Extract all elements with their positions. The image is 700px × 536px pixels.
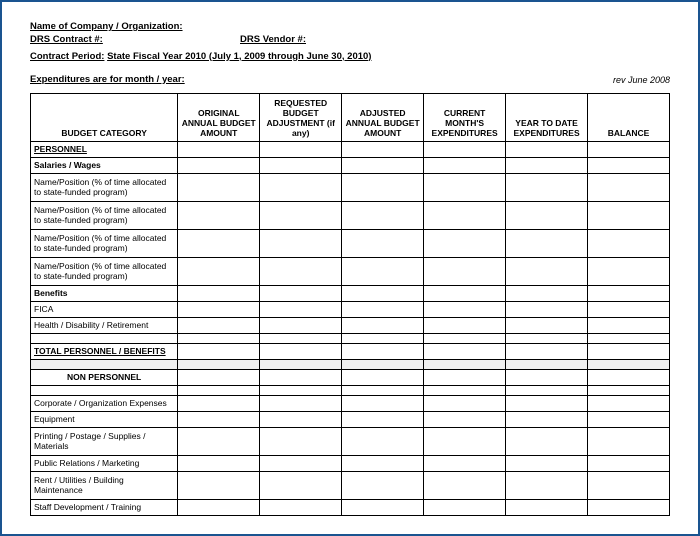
row-staff-dev: Staff Development / Training <box>31 499 670 515</box>
contract-label: DRS Contract #: <box>30 33 230 46</box>
row-health: Health / Disability / Retirement <box>31 317 670 333</box>
contract-period: Contract Period: State Fiscal Year 2010 … <box>30 51 670 62</box>
col-ytd: YEAR TO DATE EXPENDITURES <box>506 93 588 141</box>
row-blank-2 <box>31 385 670 395</box>
row-position-3: Name/Position (% of time allocated to st… <box>31 229 670 257</box>
row-total-personnel: TOTAL PERSONNEL / BENEFITS <box>31 343 670 359</box>
col-original: ORIGINAL ANNUAL BUDGET AMOUNT <box>178 93 260 141</box>
col-adjusted: ADJUSTED ANNUAL BUDGET AMOUNT <box>342 93 424 141</box>
row-fica: FICA <box>31 301 670 317</box>
row-position-1: Name/Position (% of time allocated to st… <box>31 173 670 201</box>
revision-note: rev June 2008 <box>613 75 670 85</box>
row-benefits: Benefits <box>31 285 670 301</box>
row-position-4: Name/Position (% of time allocated to st… <box>31 257 670 285</box>
row-public-relations: Public Relations / Marketing <box>31 455 670 471</box>
row-corporate: Corporate / Organization Expenses <box>31 395 670 411</box>
vendor-label: DRS Vendor #: <box>240 33 306 46</box>
budget-table: BUDGET CATEGORY ORIGINAL ANNUAL BUDGET A… <box>30 93 670 516</box>
row-printing: Printing / Postage / Supplies / Material… <box>31 427 670 455</box>
col-requested: REQUESTED BUDGET ADJUSTMENT (if any) <box>260 93 342 141</box>
row-position-2: Name/Position (% of time allocated to st… <box>31 201 670 229</box>
header-block: Name of Company / Organization: DRS Cont… <box>30 20 670 85</box>
section-nonpersonnel: NON PERSONNEL <box>31 369 670 385</box>
col-current: CURRENT MONTH'S EXPENDITURES <box>424 93 506 141</box>
header-row: BUDGET CATEGORY ORIGINAL ANNUAL BUDGET A… <box>31 93 670 141</box>
section-personnel: PERSONNEL <box>31 141 670 157</box>
row-salaries: Salaries / Wages <box>31 157 670 173</box>
company-label: Name of Company / Organization: <box>30 20 670 33</box>
row-blank-1 <box>31 333 670 343</box>
row-equipment: Equipment <box>31 411 670 427</box>
col-category: BUDGET CATEGORY <box>31 93 178 141</box>
row-rent: Rent / Utilities / Building Maintenance <box>31 471 670 499</box>
expenditures-label: Expenditures are for month / year: <box>30 74 185 85</box>
row-separator <box>31 359 670 369</box>
col-balance: BALANCE <box>588 93 670 141</box>
